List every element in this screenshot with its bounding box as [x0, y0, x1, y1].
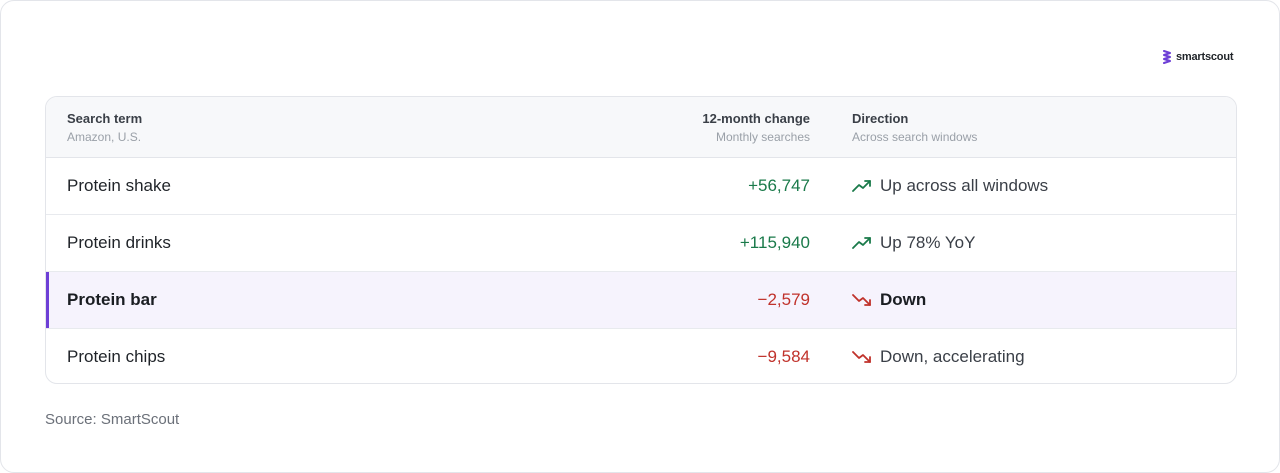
trending-down-icon	[852, 350, 872, 364]
column-title: 12-month change	[702, 111, 810, 126]
column-title: Direction	[852, 111, 909, 126]
change-value-cell: −2,579	[757, 290, 810, 309]
brand-name: smartscout	[1176, 51, 1234, 63]
smartscout-logo-icon	[1163, 50, 1171, 64]
column-header-12-month-change: 12-month change Monthly searches	[702, 111, 810, 145]
column-header-search-term: Search term Amazon, U.S.	[67, 111, 142, 145]
table-body: Protein shake +56,747 Up across all wind…	[46, 158, 1236, 383]
search-term-cell: Protein drinks	[67, 233, 171, 252]
table-row: Protein bar −2,579 Down	[46, 272, 1236, 329]
direction-cell: Up across all windows	[852, 158, 1048, 214]
trending-down-icon	[852, 293, 872, 307]
table-row: Protein chips −9,584 Down, accelerating	[46, 329, 1236, 383]
direction-cell: Up 78% YoY	[852, 215, 975, 271]
search-terms-table: Search term Amazon, U.S. 12-month change…	[45, 96, 1237, 384]
trending-up-icon	[852, 179, 872, 193]
column-header-direction: Direction Across search windows	[852, 111, 977, 145]
search-term-cell: Protein bar	[67, 290, 157, 309]
search-term-cell: Protein chips	[67, 347, 166, 366]
direction-label: Up across all windows	[880, 176, 1049, 195]
column-subtitle: Amazon, U.S.	[67, 130, 142, 144]
trending-up-icon	[852, 236, 872, 250]
table-header: Search term Amazon, U.S. 12-month change…	[46, 97, 1236, 158]
direction-cell: Down, accelerating	[852, 329, 1025, 383]
column-subtitle: Monthly searches	[715, 130, 810, 144]
search-term-cell: Protein shake	[67, 176, 171, 195]
brand: smartscout	[1162, 50, 1234, 64]
column-title: Search term	[67, 111, 143, 126]
direction-cell: Down	[852, 272, 926, 328]
table-row: Protein shake +56,747 Up across all wind…	[46, 158, 1236, 215]
change-value-cell: −9,584	[757, 347, 810, 366]
direction-label: Down	[880, 290, 927, 309]
table-row: Protein drinks +115,940 Up 78% YoY	[46, 215, 1236, 272]
direction-label: Up 78% YoY	[880, 233, 976, 252]
direction-label: Down, accelerating	[880, 347, 1025, 366]
source-note: Source: SmartScout	[45, 411, 180, 428]
column-subtitle: Across search windows	[852, 130, 978, 144]
change-value-cell: +115,940	[739, 233, 810, 252]
change-value-cell: +56,747	[748, 176, 810, 195]
highlight-accent-bar	[46, 272, 49, 328]
